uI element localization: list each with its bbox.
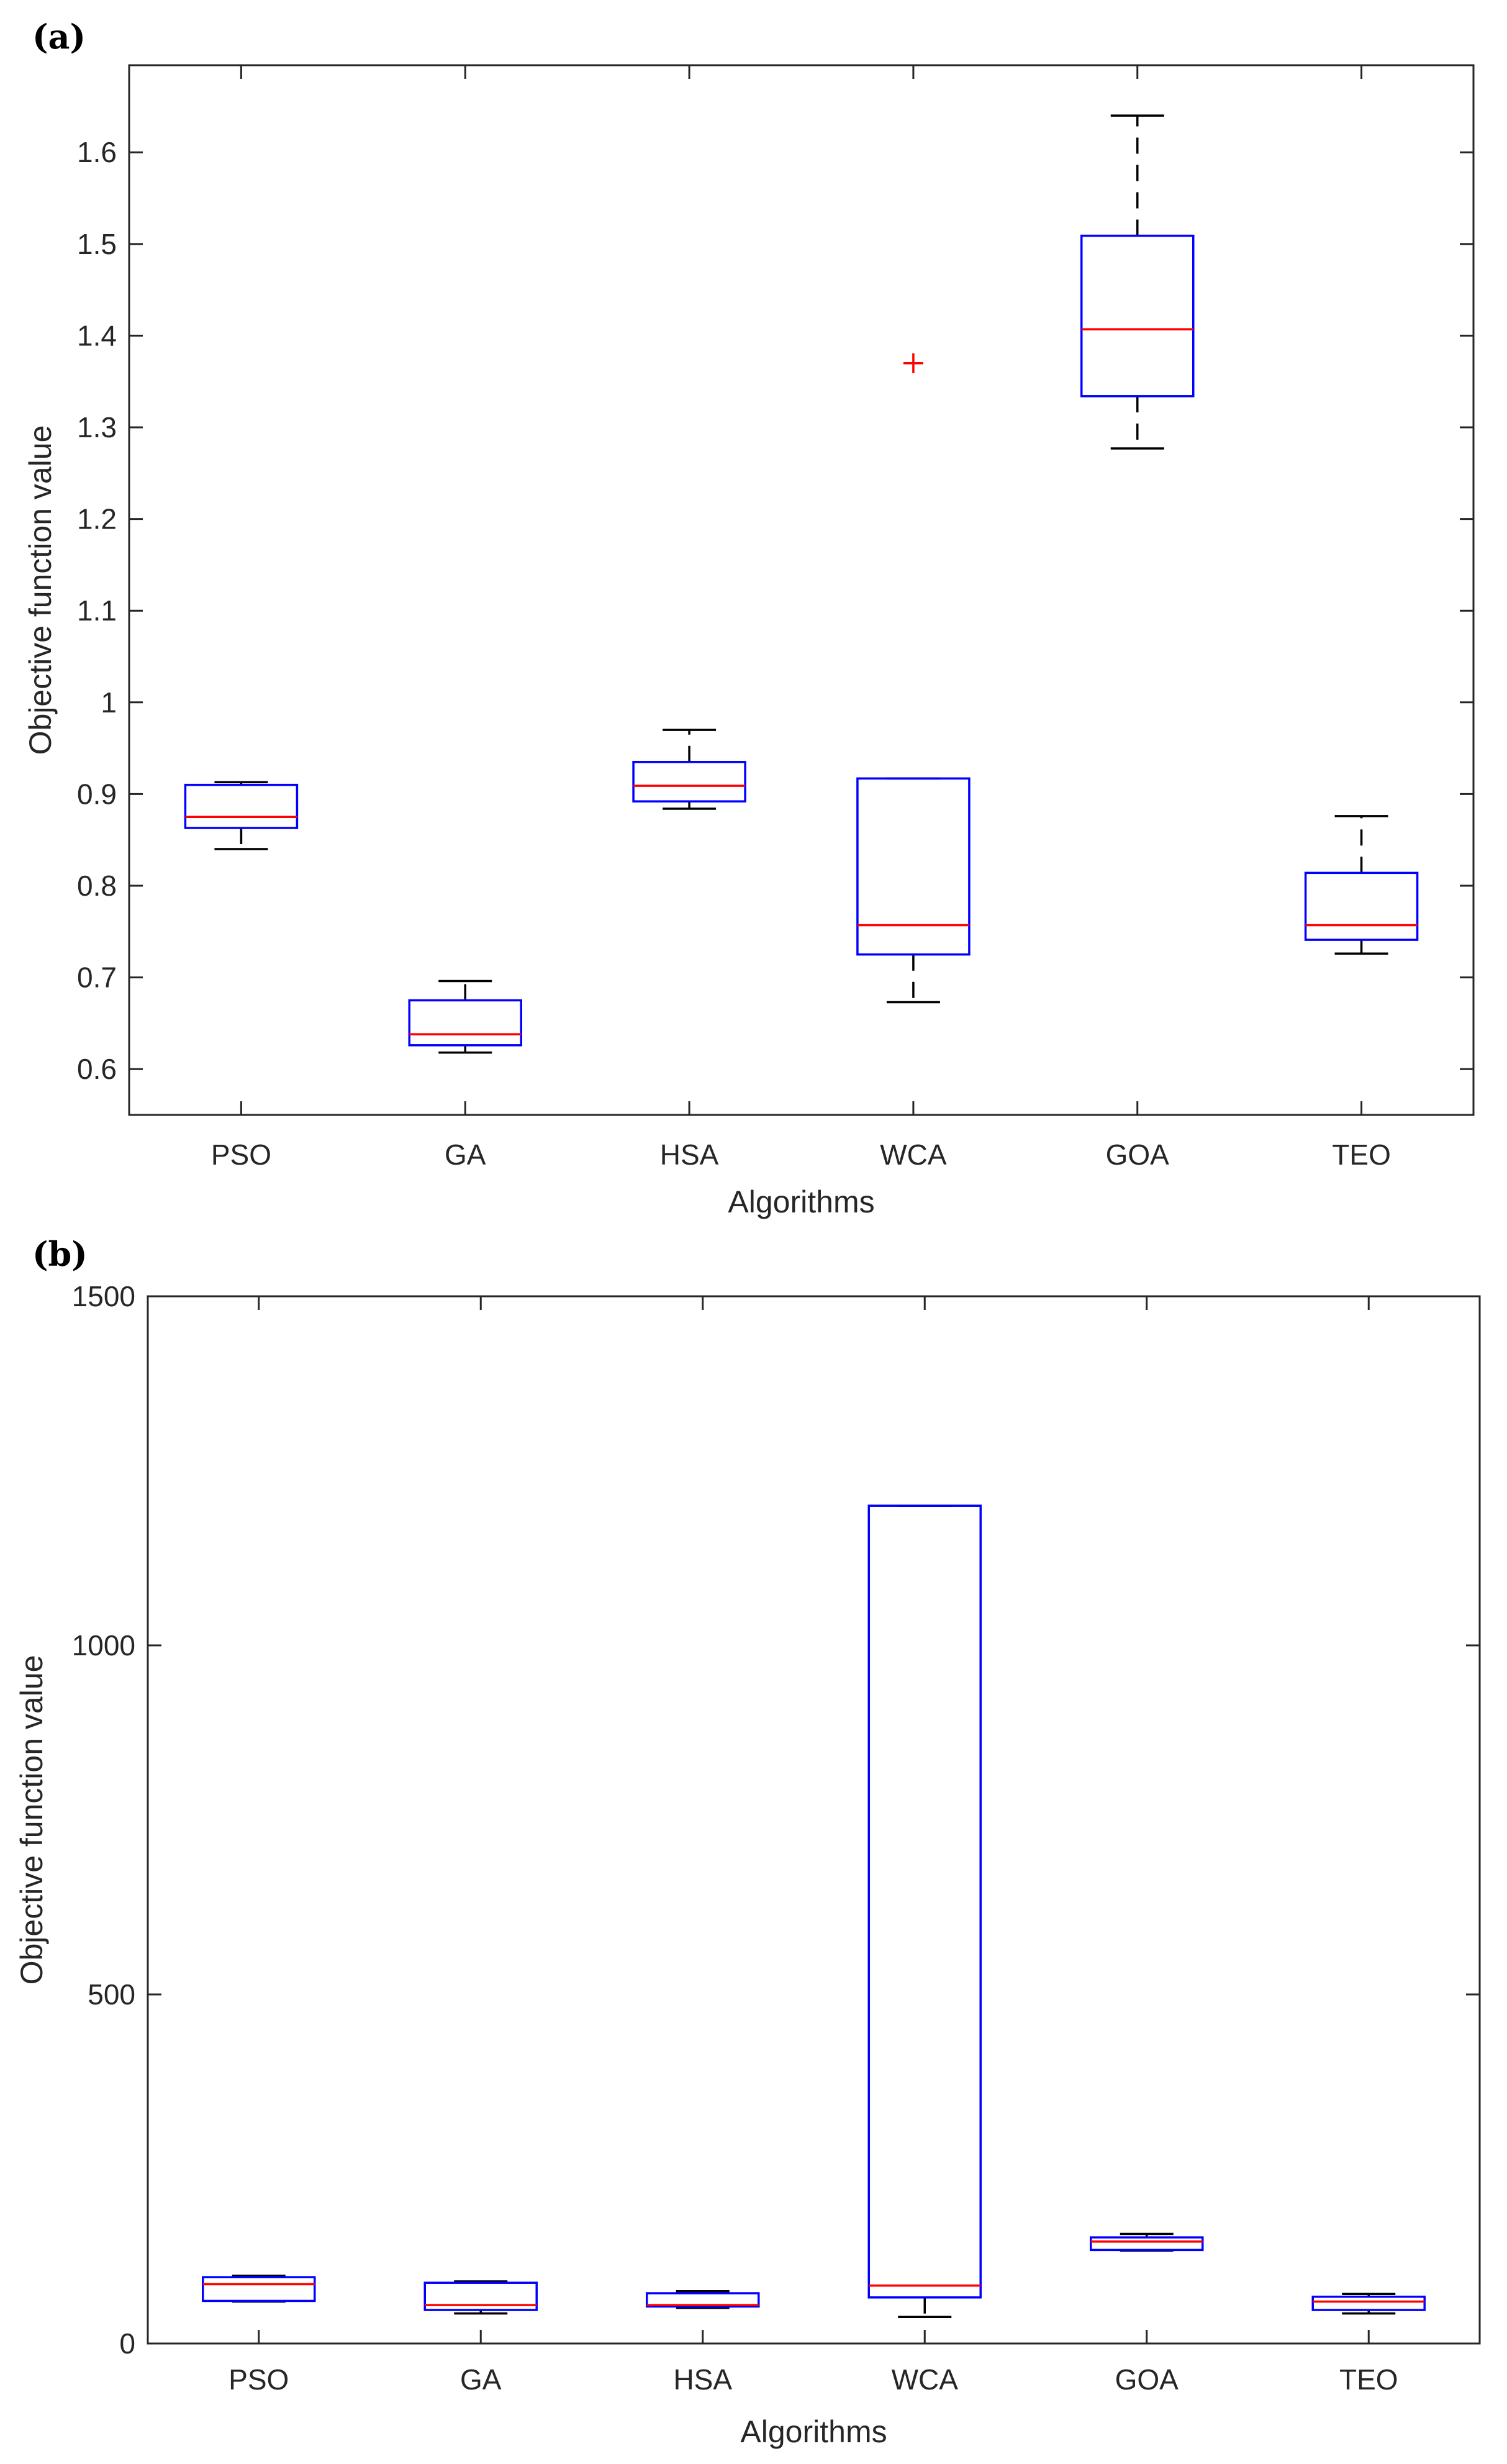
y-tick-label: 1000 — [72, 1629, 135, 1662]
y-axis-title: Objective function value — [14, 1655, 49, 1985]
x-tick-label-teo: TEO — [1332, 1139, 1391, 1171]
panel-label: (b) — [32, 1234, 88, 1274]
y-tick-label: 1500 — [72, 1280, 135, 1312]
y-tick-label: 0.7 — [77, 962, 117, 994]
boxplot-wca — [856, 353, 971, 1004]
box-iqr — [202, 2276, 316, 2303]
x-tick-label-teo: TEO — [1339, 2363, 1398, 2396]
boxplot-pso — [202, 2275, 316, 2303]
boxplot-teo — [1311, 2293, 1426, 2315]
chart-panel-a: (a) 0.6 0.7 0.8 0.9 1 1.1 1.2 1.3 1.4 1.5 1.6 PSO GA H… — [23, 17, 1475, 1219]
x-tick-label-hsa: HSA — [660, 1139, 719, 1171]
boxplot-goa — [1080, 114, 1195, 450]
boxplot-hsa — [646, 2289, 760, 2309]
x-tick-label-ga: GA — [445, 1139, 486, 1171]
x-tick-label-pso: PSO — [211, 1139, 271, 1171]
x-tick-label-hsa: HSA — [673, 2363, 732, 2396]
box-iqr — [184, 783, 299, 829]
y-tick-label: 1.2 — [77, 503, 117, 535]
y-tick-label: 1.4 — [77, 319, 117, 352]
box-iqr — [1311, 2295, 1426, 2311]
boxplot-ga — [423, 2280, 538, 2315]
y-axis-title: Objective function value — [23, 425, 58, 755]
outlier-marker — [903, 353, 923, 373]
x-tick-label-goa: GOA — [1106, 1139, 1170, 1171]
box-iqr — [646, 2292, 760, 2308]
y-tick-label: 0.9 — [77, 778, 117, 810]
x-tick-label-ga: GA — [460, 2363, 502, 2396]
box-iqr — [1090, 2236, 1204, 2252]
boxplot-goa — [1090, 2232, 1204, 2252]
x-axis-title: Algorithms — [740, 2414, 887, 2449]
y-tick-label: 1.3 — [77, 411, 117, 443]
x-tick-label-wca: WCA — [880, 1139, 947, 1171]
x-tick-label-wca: WCA — [892, 2363, 959, 2396]
y-tick-label: 1.1 — [77, 594, 117, 627]
boxplot-hsa — [632, 729, 746, 810]
y-tick-label: 500 — [88, 1978, 135, 2011]
box-iqr — [1304, 871, 1419, 941]
boxplot-pso — [184, 781, 299, 850]
y-tick-label: 1.5 — [77, 228, 117, 260]
x-tick-label-pso: PSO — [229, 2363, 289, 2396]
boxplot-teo — [1304, 815, 1419, 955]
box-iqr — [867, 1504, 982, 2299]
plot-area-frame — [147, 1295, 1481, 2345]
box-iqr — [1080, 234, 1195, 398]
panel-label: (a) — [32, 17, 86, 57]
x-tick-label-goa: GOA — [1115, 2363, 1179, 2396]
y-tick-label: 1 — [101, 686, 117, 719]
plot-area-frame — [128, 64, 1475, 1116]
box-iqr — [856, 777, 971, 956]
chart-panel-b: (b) 0 500 1000 1500 PSO GA HSA WCA GOA TEO Algorith… — [14, 1234, 1481, 2449]
boxplot-ga — [408, 980, 522, 1054]
y-tick-label: 1.6 — [77, 136, 117, 168]
box-iqr — [423, 2281, 538, 2311]
y-tick-label: 0.8 — [77, 870, 117, 902]
box-iqr — [408, 999, 522, 1047]
boxplot-wca — [867, 1504, 982, 2319]
x-axis-title: Algorithms — [728, 1184, 874, 1219]
y-tick-label: 0.6 — [77, 1053, 117, 1085]
box-iqr — [632, 760, 746, 802]
y-tick-label: 0 — [119, 2327, 135, 2360]
